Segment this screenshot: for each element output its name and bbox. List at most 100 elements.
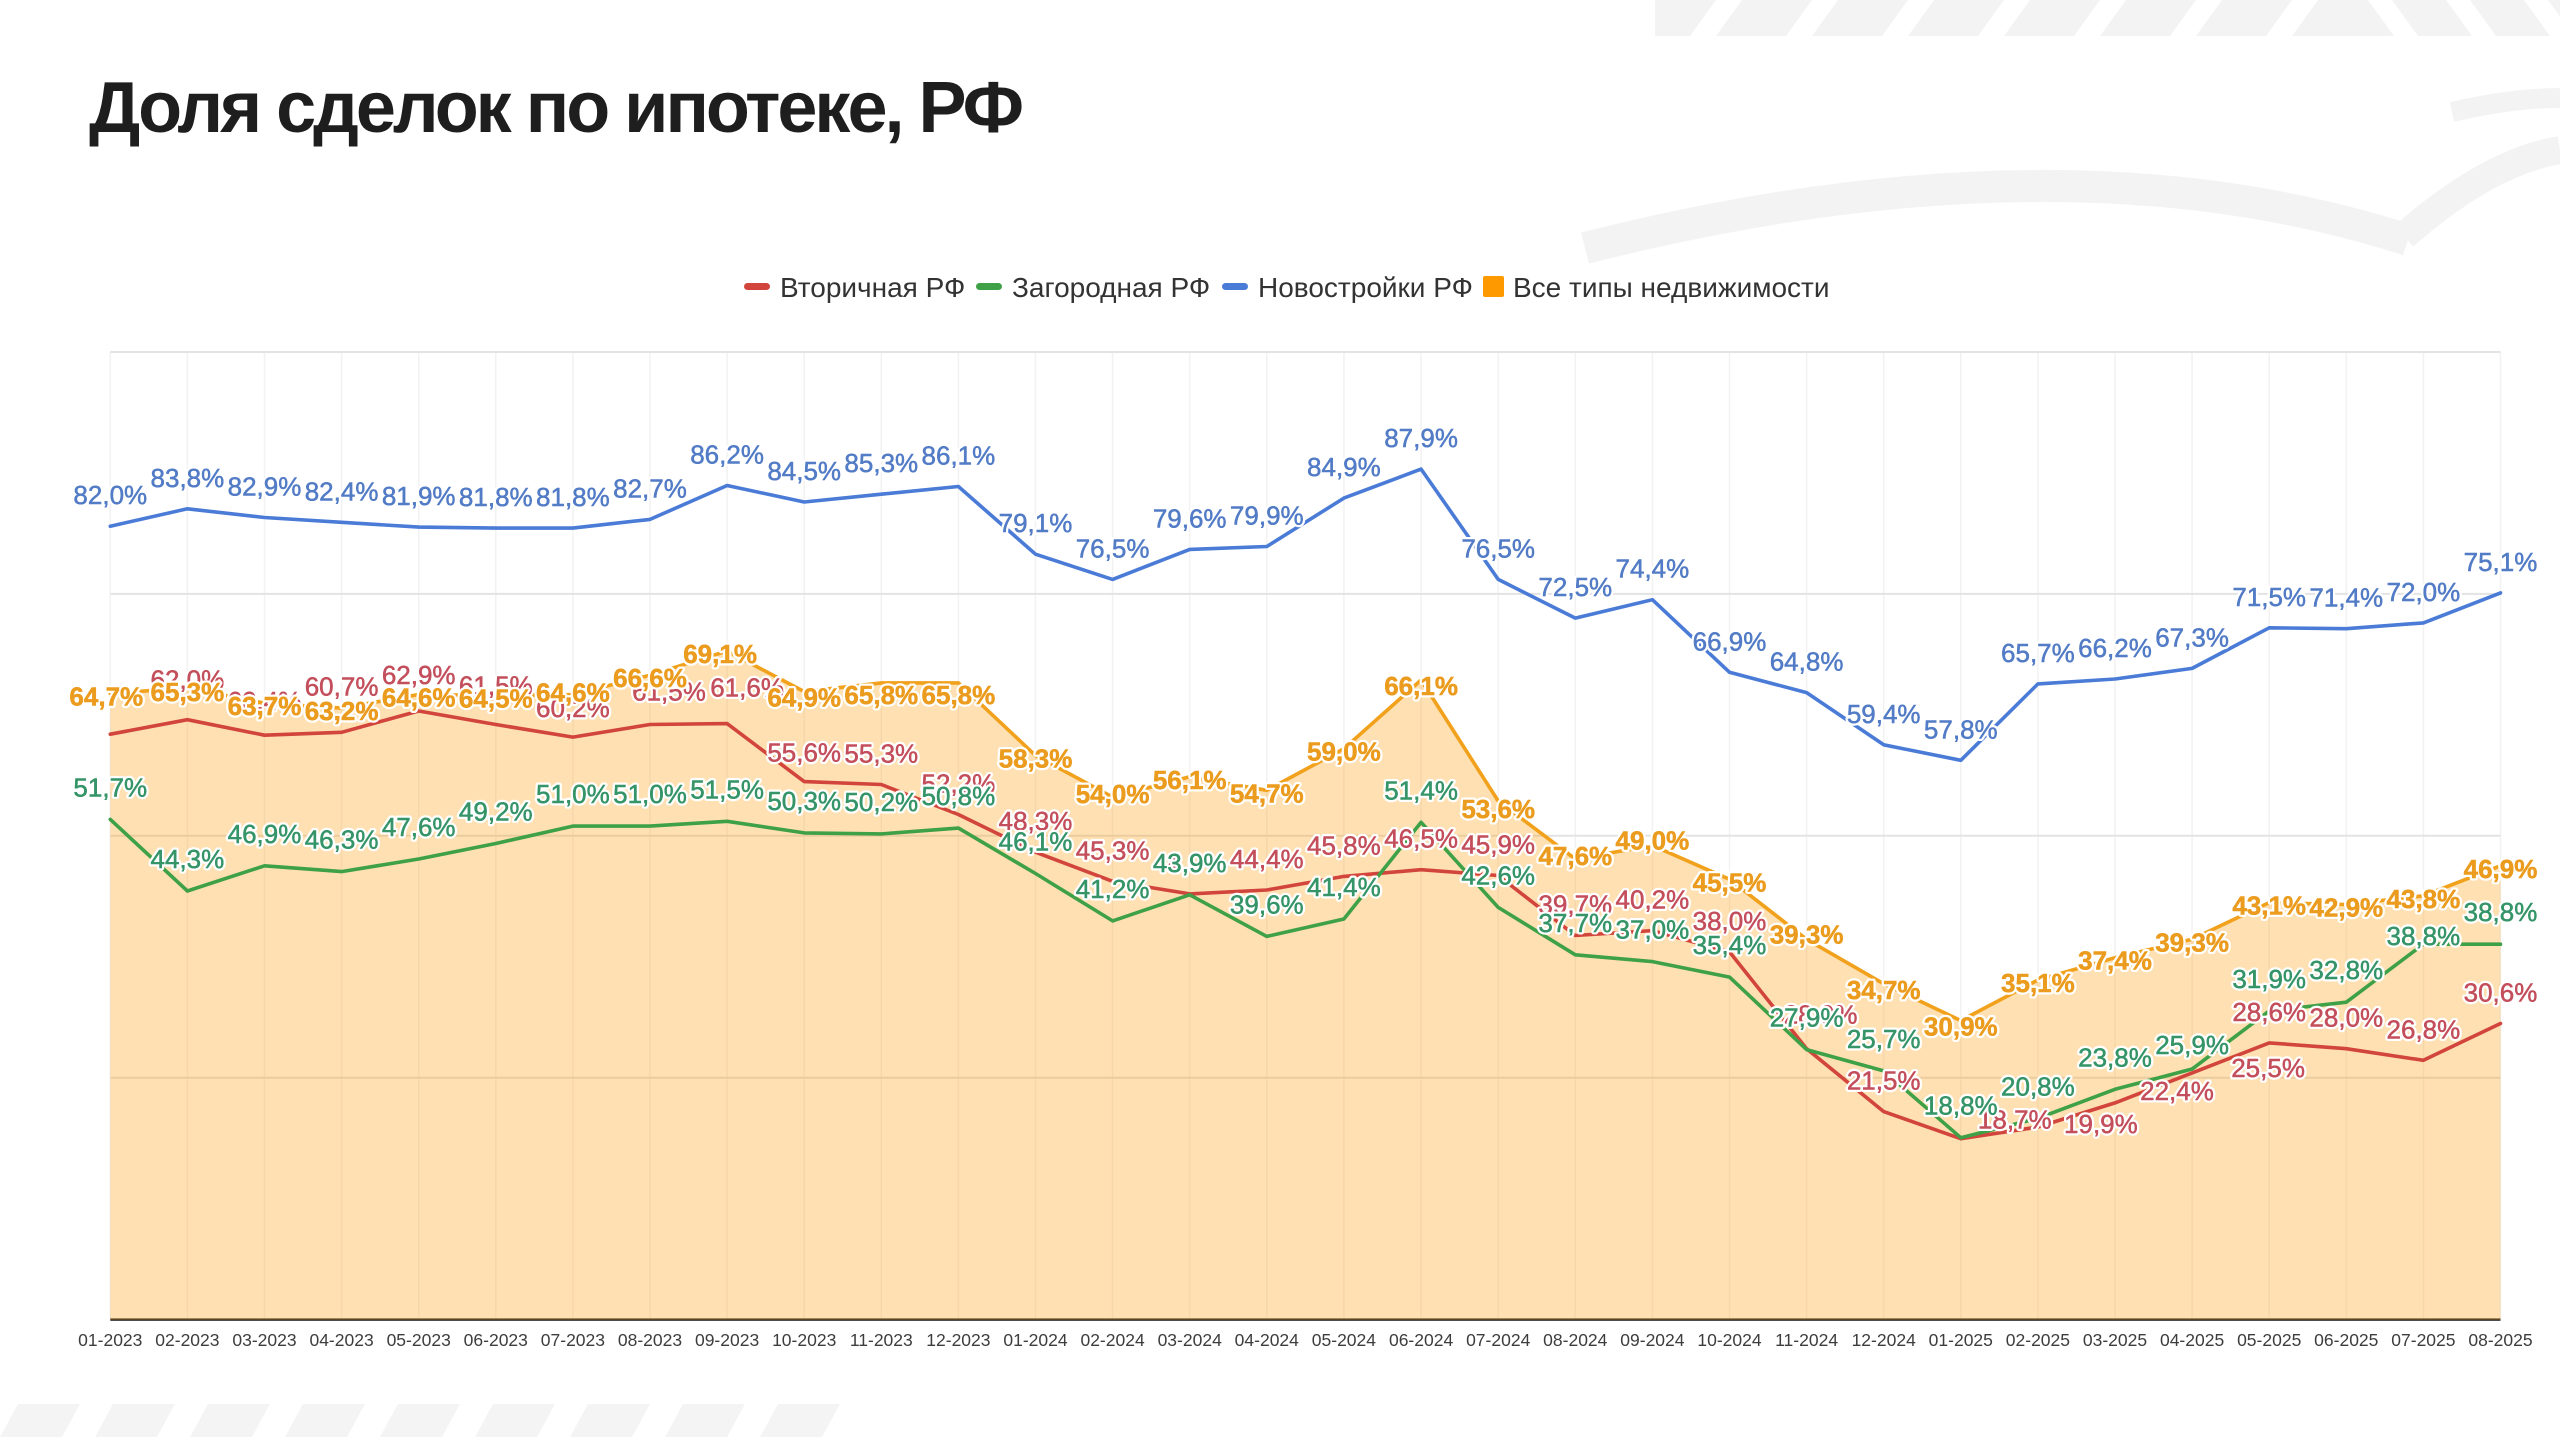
svg-text:59,0%: 59,0% [1307, 737, 1381, 767]
svg-text:23,8%: 23,8% [2078, 1042, 2152, 1072]
svg-text:64,8%: 64,8% [1770, 647, 1844, 677]
svg-text:60,7%: 60,7% [305, 671, 379, 701]
svg-text:25,7%: 25,7% [1847, 1024, 1921, 1054]
svg-text:37,0%: 37,0% [1616, 915, 1690, 945]
svg-text:39,6%: 39,6% [1230, 889, 1304, 919]
svg-text:59,4%: 59,4% [1847, 699, 1921, 729]
svg-text:53,6%: 53,6% [1461, 794, 1535, 824]
svg-text:46,5%: 46,5% [1384, 824, 1458, 854]
svg-text:61,5%: 61,5% [632, 677, 706, 707]
svg-text:47,6%: 47,6% [1538, 841, 1612, 871]
svg-text:54,0%: 54,0% [1076, 779, 1150, 809]
svg-text:82,9%: 82,9% [228, 472, 302, 502]
svg-text:45,9%: 45,9% [1461, 830, 1535, 860]
svg-text:28,6%: 28,6% [2232, 997, 2306, 1027]
svg-text:07-2024: 07-2024 [1466, 1330, 1530, 1350]
svg-text:26,8%: 26,8% [2387, 1014, 2461, 1044]
svg-text:64,5%: 64,5% [459, 684, 533, 714]
svg-text:72,0%: 72,0% [2387, 577, 2461, 607]
svg-text:81,9%: 81,9% [382, 481, 456, 511]
svg-text:37,4%: 37,4% [2078, 946, 2152, 976]
svg-text:60,4%: 60,4% [228, 686, 302, 716]
svg-text:54,0%: 54,0% [1076, 779, 1150, 809]
svg-text:54,7%: 54,7% [1230, 778, 1304, 808]
svg-text:39,3%: 39,3% [2155, 927, 2229, 957]
svg-text:63,7%: 63,7% [228, 691, 302, 721]
svg-text:84,9%: 84,9% [1307, 452, 1381, 482]
svg-text:43,9%: 43,9% [1153, 848, 1227, 878]
svg-text:47,6%: 47,6% [1538, 841, 1612, 871]
svg-text:79,6%: 79,6% [1153, 503, 1227, 533]
svg-text:41,4%: 41,4% [1307, 872, 1381, 902]
svg-text:60,2%: 60,2% [536, 693, 610, 723]
svg-text:57,8%: 57,8% [1924, 714, 1998, 744]
svg-text:19,9%: 19,9% [2064, 1109, 2138, 1139]
svg-text:46,9%: 46,9% [2464, 854, 2538, 884]
svg-text:37,7%: 37,7% [1538, 908, 1612, 938]
svg-text:27,9%: 27,9% [1770, 1003, 1844, 1033]
svg-text:62,9%: 62,9% [382, 660, 456, 690]
svg-text:18,7%: 18,7% [1978, 1105, 2052, 1135]
svg-text:41,2%: 41,2% [1076, 874, 1150, 904]
svg-text:05-2024: 05-2024 [1312, 1330, 1376, 1350]
svg-text:61,5%: 61,5% [459, 671, 533, 701]
svg-text:45,5%: 45,5% [1693, 867, 1767, 897]
svg-text:51,0%: 51,0% [613, 779, 687, 809]
svg-text:46,3%: 46,3% [305, 825, 379, 855]
svg-text:66,2%: 66,2% [2078, 633, 2152, 663]
svg-text:23,8%: 23,8% [2078, 1042, 2152, 1072]
svg-text:51,0%: 51,0% [613, 779, 687, 809]
svg-text:26,8%: 26,8% [2387, 1014, 2461, 1044]
svg-text:28,0%: 28,0% [2309, 1003, 2383, 1033]
svg-text:79,1%: 79,1% [999, 508, 1073, 538]
svg-text:11-2024: 11-2024 [1775, 1330, 1838, 1350]
svg-text:64,9%: 64,9% [767, 683, 841, 713]
svg-text:50,8%: 50,8% [922, 781, 996, 811]
svg-text:01-2024: 01-2024 [1003, 1330, 1067, 1350]
svg-text:51,4%: 51,4% [1384, 775, 1458, 805]
svg-text:28,0%: 28,0% [2309, 1003, 2383, 1033]
svg-text:46,1%: 46,1% [999, 827, 1073, 857]
svg-text:85,3%: 85,3% [844, 448, 918, 478]
svg-text:81,9%: 81,9% [382, 481, 456, 511]
svg-text:61,6%: 61,6% [710, 673, 784, 703]
svg-text:32,8%: 32,8% [2309, 955, 2383, 985]
svg-text:59,0%: 59,0% [1307, 737, 1381, 767]
svg-text:08-2024: 08-2024 [1543, 1330, 1607, 1350]
svg-text:02-2024: 02-2024 [1080, 1330, 1144, 1350]
svg-text:57,8%: 57,8% [1924, 714, 1998, 744]
svg-text:69,1%: 69,1% [683, 639, 757, 669]
svg-text:51,5%: 51,5% [690, 774, 764, 804]
svg-text:39,3%: 39,3% [2155, 927, 2229, 957]
svg-text:46,9%: 46,9% [2464, 854, 2538, 884]
svg-text:66,6%: 66,6% [613, 663, 687, 693]
svg-text:65,3%: 65,3% [151, 677, 225, 707]
svg-text:45,8%: 45,8% [1307, 830, 1381, 860]
svg-text:65,8%: 65,8% [844, 680, 918, 710]
svg-text:64,9%: 64,9% [767, 683, 841, 713]
svg-text:02-2023: 02-2023 [155, 1330, 219, 1350]
svg-text:18,7%: 18,7% [1978, 1105, 2052, 1135]
svg-text:75,1%: 75,1% [2464, 547, 2538, 577]
svg-text:25,9%: 25,9% [2155, 1030, 2229, 1060]
svg-text:72,5%: 72,5% [1538, 572, 1612, 602]
svg-text:22,4%: 22,4% [2140, 1076, 2214, 1106]
svg-text:04-2025: 04-2025 [2160, 1330, 2224, 1350]
svg-text:46,9%: 46,9% [228, 819, 302, 849]
svg-text:38,8%: 38,8% [2387, 921, 2461, 951]
svg-text:50,8%: 50,8% [922, 781, 996, 811]
svg-text:03-2024: 03-2024 [1158, 1330, 1222, 1350]
svg-text:64,7%: 64,7% [69, 682, 143, 712]
svg-text:60,7%: 60,7% [305, 671, 379, 701]
svg-text:50,3%: 50,3% [767, 786, 841, 816]
svg-text:65,8%: 65,8% [922, 680, 996, 710]
svg-text:42,6%: 42,6% [1461, 860, 1535, 890]
svg-text:87,9%: 87,9% [1384, 423, 1458, 453]
svg-text:63,2%: 63,2% [305, 696, 379, 726]
svg-text:58,3%: 58,3% [999, 744, 1073, 774]
svg-text:46,5%: 46,5% [1384, 824, 1458, 854]
svg-text:08-2023: 08-2023 [618, 1330, 682, 1350]
svg-text:10-2024: 10-2024 [1697, 1330, 1761, 1350]
svg-text:81,8%: 81,8% [536, 482, 610, 512]
svg-text:82,0%: 82,0% [73, 480, 147, 510]
